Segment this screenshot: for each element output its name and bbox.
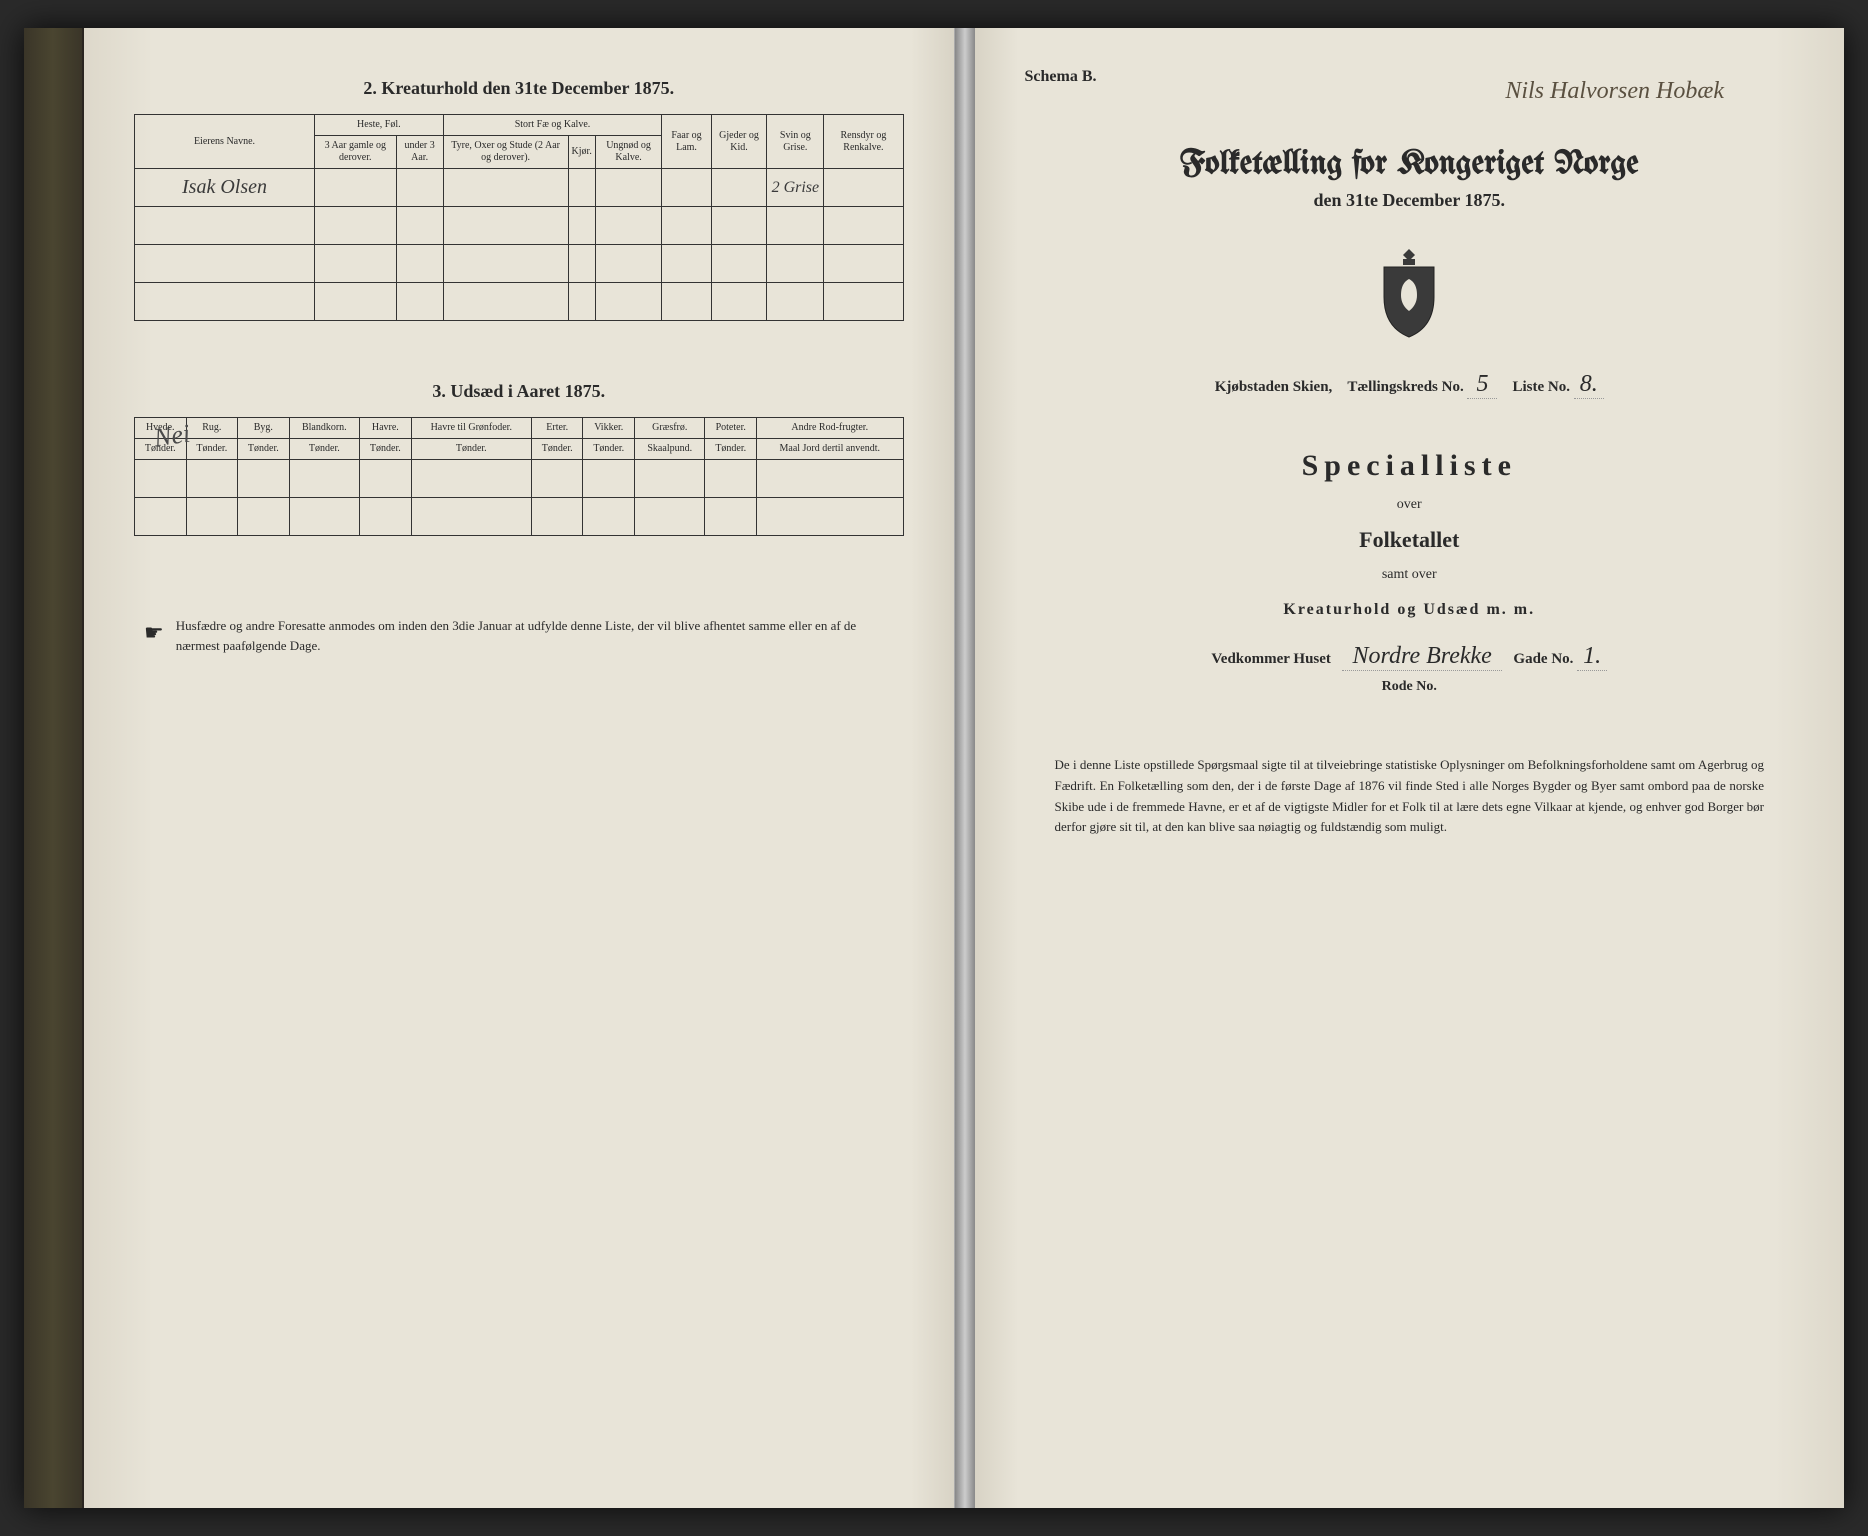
folketallet-title: Folketallet xyxy=(1025,527,1795,553)
coat-of-arms-icon xyxy=(1025,241,1795,341)
crops-col-unit: Tønder. xyxy=(531,439,583,460)
crops-col-header: Byg. xyxy=(238,418,290,439)
table-row xyxy=(135,245,904,283)
crops-col-header: Havre. xyxy=(360,418,412,439)
crops-table: Hvede.Rug.Byg.Blandkorn.Havre.Havre til … xyxy=(134,417,904,536)
crops-units: Tønder.Tønder.Tønder.Tønder.Tønder.Tønde… xyxy=(135,439,904,460)
crops-col-header: Havre til Grønfoder. xyxy=(411,418,531,439)
crops-col-header: Poteter. xyxy=(705,418,757,439)
th-name: Eierens Navne. xyxy=(135,115,315,169)
th-heste: Heste, Føl. xyxy=(315,115,444,136)
svin-value: 2 Grise xyxy=(772,179,820,196)
crops-col-header: Andre Rod-frugter. xyxy=(757,418,904,439)
gade-number: 1. xyxy=(1577,643,1607,671)
crops-col-unit: Tønder. xyxy=(583,439,635,460)
crops-col-header: Rug. xyxy=(186,418,238,439)
house-line: Vedkommer Huset Nordre Brekke Gade No. 1… xyxy=(1025,643,1795,671)
crops-headers: Hvede.Rug.Byg.Blandkorn.Havre.Havre til … xyxy=(135,418,904,439)
table-row xyxy=(135,283,904,321)
th-s2: Kjør. xyxy=(568,136,595,169)
right-footnote: De i denne Liste opstillede Spørgsmaal s… xyxy=(1025,755,1795,838)
crops-col-header: Blandkorn. xyxy=(289,418,359,439)
crops-col-header: Græsfrø. xyxy=(635,418,705,439)
town-label: Kjøbstaden Skien, xyxy=(1215,379,1333,395)
th-h1: 3 Aar gamle og derover. xyxy=(315,136,397,169)
page-gutter xyxy=(955,28,975,1508)
district-line: Kjøbstaden Skien, Tællingskreds No. 5 Li… xyxy=(1025,371,1795,399)
crops-col-unit: Tønder. xyxy=(238,439,290,460)
crops-col-unit: Skaalpund. xyxy=(635,439,705,460)
th-faar: Faar og Lam. xyxy=(662,115,711,169)
table-row xyxy=(135,498,904,536)
crops-col-unit: Tønder. xyxy=(186,439,238,460)
table-row xyxy=(135,207,904,245)
crops-col-unit: Tønder. xyxy=(411,439,531,460)
th-s3: Ungnød og Kalve. xyxy=(595,136,661,169)
th-gjeder: Gjeder og Kid. xyxy=(711,115,767,169)
rode-line: Rode No. xyxy=(1025,679,1795,695)
left-page: 2. Kreaturhold den 31te December 1875. E… xyxy=(84,28,955,1508)
annotator-name: Nils Halvorsen Hobæk xyxy=(1505,78,1724,105)
crops-col-header: Erter. xyxy=(531,418,583,439)
table-row: Isak Olsen 2 Grise xyxy=(135,169,904,207)
book-spine xyxy=(24,28,84,1508)
pointing-hand-icon: ☛ xyxy=(144,616,164,655)
crops-col-header: Vikker. xyxy=(583,418,635,439)
book-spread: 2. Kreaturhold den 31te December 1875. E… xyxy=(24,28,1844,1508)
nei-handwriting: Nei xyxy=(152,419,192,454)
livestock-table: Eierens Navne. Heste, Føl. Stort Fæ og K… xyxy=(134,114,904,321)
right-page: Nils Halvorsen Hobæk Schema B. Folketæll… xyxy=(975,28,1845,1508)
th-svin: Svin og Grise. xyxy=(767,115,824,169)
footnote-text: Husfædre og andre Foresatte anmodes om i… xyxy=(176,616,894,655)
specialliste-title: Specialliste xyxy=(1025,449,1795,483)
vedk-label: Vedkommer Huset xyxy=(1211,651,1331,667)
left-footnote: ☛ Husfædre og andre Foresatte anmodes om… xyxy=(134,616,904,655)
section3-title: 3. Udsæd i Aaret 1875. xyxy=(134,381,904,402)
crops-col-unit: Tønder. xyxy=(360,439,412,460)
liste-label: Liste No. xyxy=(1512,379,1570,395)
kreatur-line: Kreaturhold og Udsæd m. m. xyxy=(1025,601,1795,619)
kreds-number: 5 xyxy=(1467,371,1497,399)
owner-name: Isak Olsen xyxy=(182,176,267,198)
over-label: over xyxy=(1025,497,1795,513)
th-s1: Tyre, Oxer og Stude (2 Aar og derover). xyxy=(443,136,568,169)
crops-col-unit: Maal Jord dertil anvendt. xyxy=(757,439,904,460)
liste-number: 8. xyxy=(1574,371,1604,399)
kreds-label: Tællingskreds No. xyxy=(1347,379,1463,395)
section2-title: 2. Kreaturhold den 31te December 1875. xyxy=(134,78,904,99)
census-subtitle: den 31te December 1875. xyxy=(1025,190,1795,211)
th-stort: Stort Fæ og Kalve. xyxy=(443,115,662,136)
census-title: Folketælling for Kongeriget Norge xyxy=(1025,146,1795,182)
gade-label: Gade No. xyxy=(1513,651,1573,667)
th-h2: under 3 Aar. xyxy=(396,136,443,169)
crops-col-unit: Tønder. xyxy=(289,439,359,460)
house-name: Nordre Brekke xyxy=(1342,643,1502,671)
samt-label: samt over xyxy=(1025,567,1795,583)
crops-col-unit: Tønder. xyxy=(705,439,757,460)
th-rensdyr: Rensdyr og Renkalve. xyxy=(824,115,903,169)
table-row xyxy=(135,460,904,498)
rode-label: Rode No. xyxy=(1382,679,1437,694)
